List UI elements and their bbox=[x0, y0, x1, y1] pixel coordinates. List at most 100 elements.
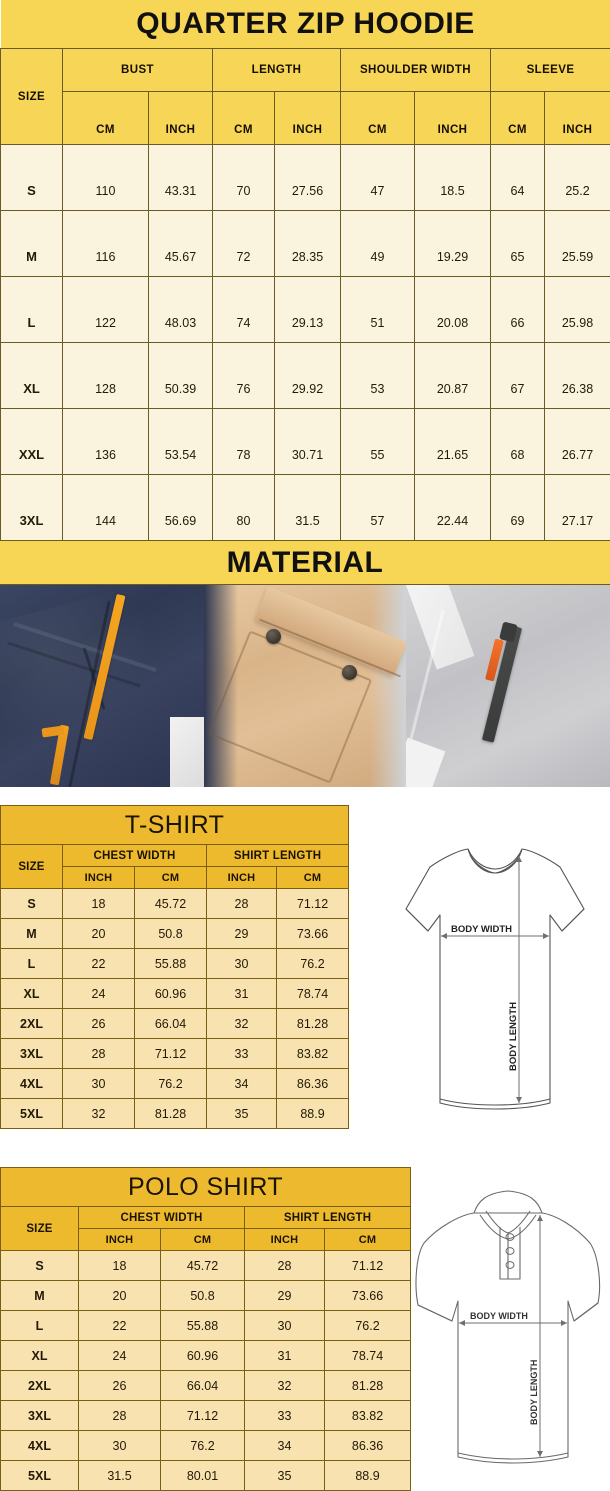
table-row: 2XL 26 66.04 32 81.28 bbox=[1, 1371, 411, 1401]
hoodie-cell-shoulder-in: 18.5 bbox=[415, 145, 491, 211]
polo-body-length-label: BODY LENGTH bbox=[529, 1360, 539, 1425]
hoodie-cell-bust-cm: 122 bbox=[63, 277, 149, 343]
table-row: XXL 136 53.54 78 30.71 55 21.65 68 26.77 bbox=[1, 409, 610, 475]
polo-cell-chest-cm: 50.8 bbox=[161, 1281, 245, 1311]
polo-cell-chest-cm: 80.01 bbox=[161, 1461, 245, 1491]
hoodie-cell-bust-cm: 116 bbox=[63, 211, 149, 277]
hoodie-cell-size: S bbox=[1, 145, 63, 211]
material-title: MATERIAL bbox=[227, 546, 384, 580]
tshirt-cell-chest-in: 30 bbox=[63, 1069, 135, 1099]
tshirt-cell-len-cm: 86.36 bbox=[277, 1069, 349, 1099]
polo-cell-len-in: 35 bbox=[245, 1461, 325, 1491]
hoodie-cell-length-in: 29.92 bbox=[275, 343, 341, 409]
tshirt-cell-len-cm: 78.74 bbox=[277, 979, 349, 1009]
hoodie-cell-size: XL bbox=[1, 343, 63, 409]
polo-cell-chest-in: 28 bbox=[79, 1401, 161, 1431]
polo-cell-len-in: 31 bbox=[245, 1341, 325, 1371]
tshirt-unit-length-cm: CM bbox=[277, 867, 349, 889]
hoodie-cell-sleeve-in: 26.77 bbox=[545, 409, 610, 475]
tshirt-cell-chest-cm: 66.04 bbox=[135, 1009, 207, 1039]
hoodie-col-sleeve: SLEEVE bbox=[491, 49, 610, 92]
hoodie-cell-sleeve-cm: 65 bbox=[491, 211, 545, 277]
hoodie-cell-size: 3XL bbox=[1, 475, 63, 541]
hoodie-cell-size: L bbox=[1, 277, 63, 343]
hoodie-cell-bust-in: 56.69 bbox=[149, 475, 213, 541]
polo-cell-len-cm: 71.12 bbox=[325, 1251, 411, 1281]
polo-cell-size: M bbox=[1, 1281, 79, 1311]
table-row: 3XL 28 71.12 33 83.82 bbox=[1, 1401, 411, 1431]
polo-cell-len-cm: 76.2 bbox=[325, 1311, 411, 1341]
tshirt-cell-size: M bbox=[1, 919, 63, 949]
polo-cell-len-in: 34 bbox=[245, 1431, 325, 1461]
tshirt-cell-len-in: 33 bbox=[207, 1039, 277, 1069]
polo-cell-len-cm: 73.66 bbox=[325, 1281, 411, 1311]
tshirt-cell-chest-cm: 81.28 bbox=[135, 1099, 207, 1129]
hoodie-cell-bust-in: 53.54 bbox=[149, 409, 213, 475]
tshirt-cell-chest-cm: 55.88 bbox=[135, 949, 207, 979]
hoodie-cell-length-cm: 72 bbox=[213, 211, 275, 277]
polo-cell-chest-in: 20 bbox=[79, 1281, 161, 1311]
table-row: L 22 55.88 30 76.2 bbox=[1, 949, 349, 979]
tshirt-cell-len-in: 28 bbox=[207, 889, 277, 919]
polo-cell-chest-in: 26 bbox=[79, 1371, 161, 1401]
tshirt-cell-chest-in: 18 bbox=[63, 889, 135, 919]
polo-cell-chest-cm: 71.12 bbox=[161, 1401, 245, 1431]
hoodie-cell-shoulder-cm: 57 bbox=[341, 475, 415, 541]
polo-cell-chest-cm: 76.2 bbox=[161, 1431, 245, 1461]
polo-cell-len-in: 32 bbox=[245, 1371, 325, 1401]
hoodie-cell-size: M bbox=[1, 211, 63, 277]
hoodie-cell-length-cm: 76 bbox=[213, 343, 275, 409]
table-row: M 116 45.67 72 28.35 49 19.29 65 25.59 bbox=[1, 211, 610, 277]
hoodie-cell-shoulder-cm: 51 bbox=[341, 277, 415, 343]
tshirt-cell-len-cm: 73.66 bbox=[277, 919, 349, 949]
size-chart-page: QUARTER ZIP HOODIE SIZE BUST LENGTH SHOU… bbox=[0, 0, 610, 1350]
hoodie-cell-shoulder-in: 20.87 bbox=[415, 343, 491, 409]
polo-cell-size: XL bbox=[1, 1341, 79, 1371]
polo-cell-len-cm: 81.28 bbox=[325, 1371, 411, 1401]
table-row: M 20 50.8 29 73.66 bbox=[1, 919, 349, 949]
polo-button-icon bbox=[506, 1262, 514, 1269]
hoodie-cell-length-cm: 70 bbox=[213, 145, 275, 211]
grey-fleece-zip-pocket-photo bbox=[406, 585, 610, 787]
hoodie-unit-bust-cm: CM bbox=[63, 92, 149, 145]
hoodie-cell-length-in: 29.13 bbox=[275, 277, 341, 343]
table-row: 5XL 32 81.28 35 88.9 bbox=[1, 1099, 349, 1129]
tshirt-cell-chest-in: 32 bbox=[63, 1099, 135, 1129]
polo-cell-chest-cm: 66.04 bbox=[161, 1371, 245, 1401]
table-row: 4XL 30 76.2 34 86.36 bbox=[1, 1069, 349, 1099]
hoodie-cell-shoulder-in: 19.29 bbox=[415, 211, 491, 277]
tshirt-cell-chest-in: 26 bbox=[63, 1009, 135, 1039]
tshirt-unit-chest-cm: CM bbox=[135, 867, 207, 889]
tshirt-cell-size: 5XL bbox=[1, 1099, 63, 1129]
tshirt-size-table: T-SHIRT SIZE CHEST WIDTH SHIRT LENGTH IN… bbox=[0, 805, 349, 1129]
polo-cell-chest-in: 22 bbox=[79, 1311, 161, 1341]
snap-button-icon bbox=[342, 665, 357, 680]
hoodie-cell-size: XXL bbox=[1, 409, 63, 475]
hoodie-cell-sleeve-cm: 66 bbox=[491, 277, 545, 343]
hoodie-cell-sleeve-in: 25.59 bbox=[545, 211, 610, 277]
tshirt-cell-len-in: 31 bbox=[207, 979, 277, 1009]
tshirt-col-size: SIZE bbox=[1, 845, 63, 889]
table-row: 2XL 26 66.04 32 81.28 bbox=[1, 1009, 349, 1039]
hoodie-cell-sleeve-cm: 68 bbox=[491, 409, 545, 475]
polo-group-header-row: SIZE CHEST WIDTH SHIRT LENGTH bbox=[1, 1207, 411, 1229]
hoodie-cell-sleeve-cm: 67 bbox=[491, 343, 545, 409]
tshirt-cell-len-cm: 81.28 bbox=[277, 1009, 349, 1039]
polo-cell-len-in: 30 bbox=[245, 1311, 325, 1341]
table-row: S 110 43.31 70 27.56 47 18.5 64 25.2 bbox=[1, 145, 610, 211]
polo-illustration-icon: BODY WIDTH BODY LENGTH bbox=[408, 1175, 608, 1475]
hoodie-cell-length-in: 31.5 bbox=[275, 475, 341, 541]
table-row: XL 24 60.96 31 78.74 bbox=[1, 979, 349, 1009]
polo-cell-chest-cm: 45.72 bbox=[161, 1251, 245, 1281]
polo-cell-len-in: 29 bbox=[245, 1281, 325, 1311]
polo-cell-chest-in: 18 bbox=[79, 1251, 161, 1281]
hoodie-group-header-row: SIZE BUST LENGTH SHOULDER WIDTH SLEEVE bbox=[1, 49, 610, 92]
polo-size-table: POLO SHIRT SIZE CHEST WIDTH SHIRT LENGTH… bbox=[0, 1167, 411, 1491]
polo-title: POLO SHIRT bbox=[1, 1168, 411, 1207]
tshirt-cell-len-in: 34 bbox=[207, 1069, 277, 1099]
tshirt-cell-chest-in: 20 bbox=[63, 919, 135, 949]
hoodie-cell-bust-in: 50.39 bbox=[149, 343, 213, 409]
tshirt-cell-chest-cm: 45.72 bbox=[135, 889, 207, 919]
polo-section: POLO SHIRT SIZE CHEST WIDTH SHIRT LENGTH… bbox=[0, 1161, 610, 1491]
hoodie-cell-length-in: 30.71 bbox=[275, 409, 341, 475]
